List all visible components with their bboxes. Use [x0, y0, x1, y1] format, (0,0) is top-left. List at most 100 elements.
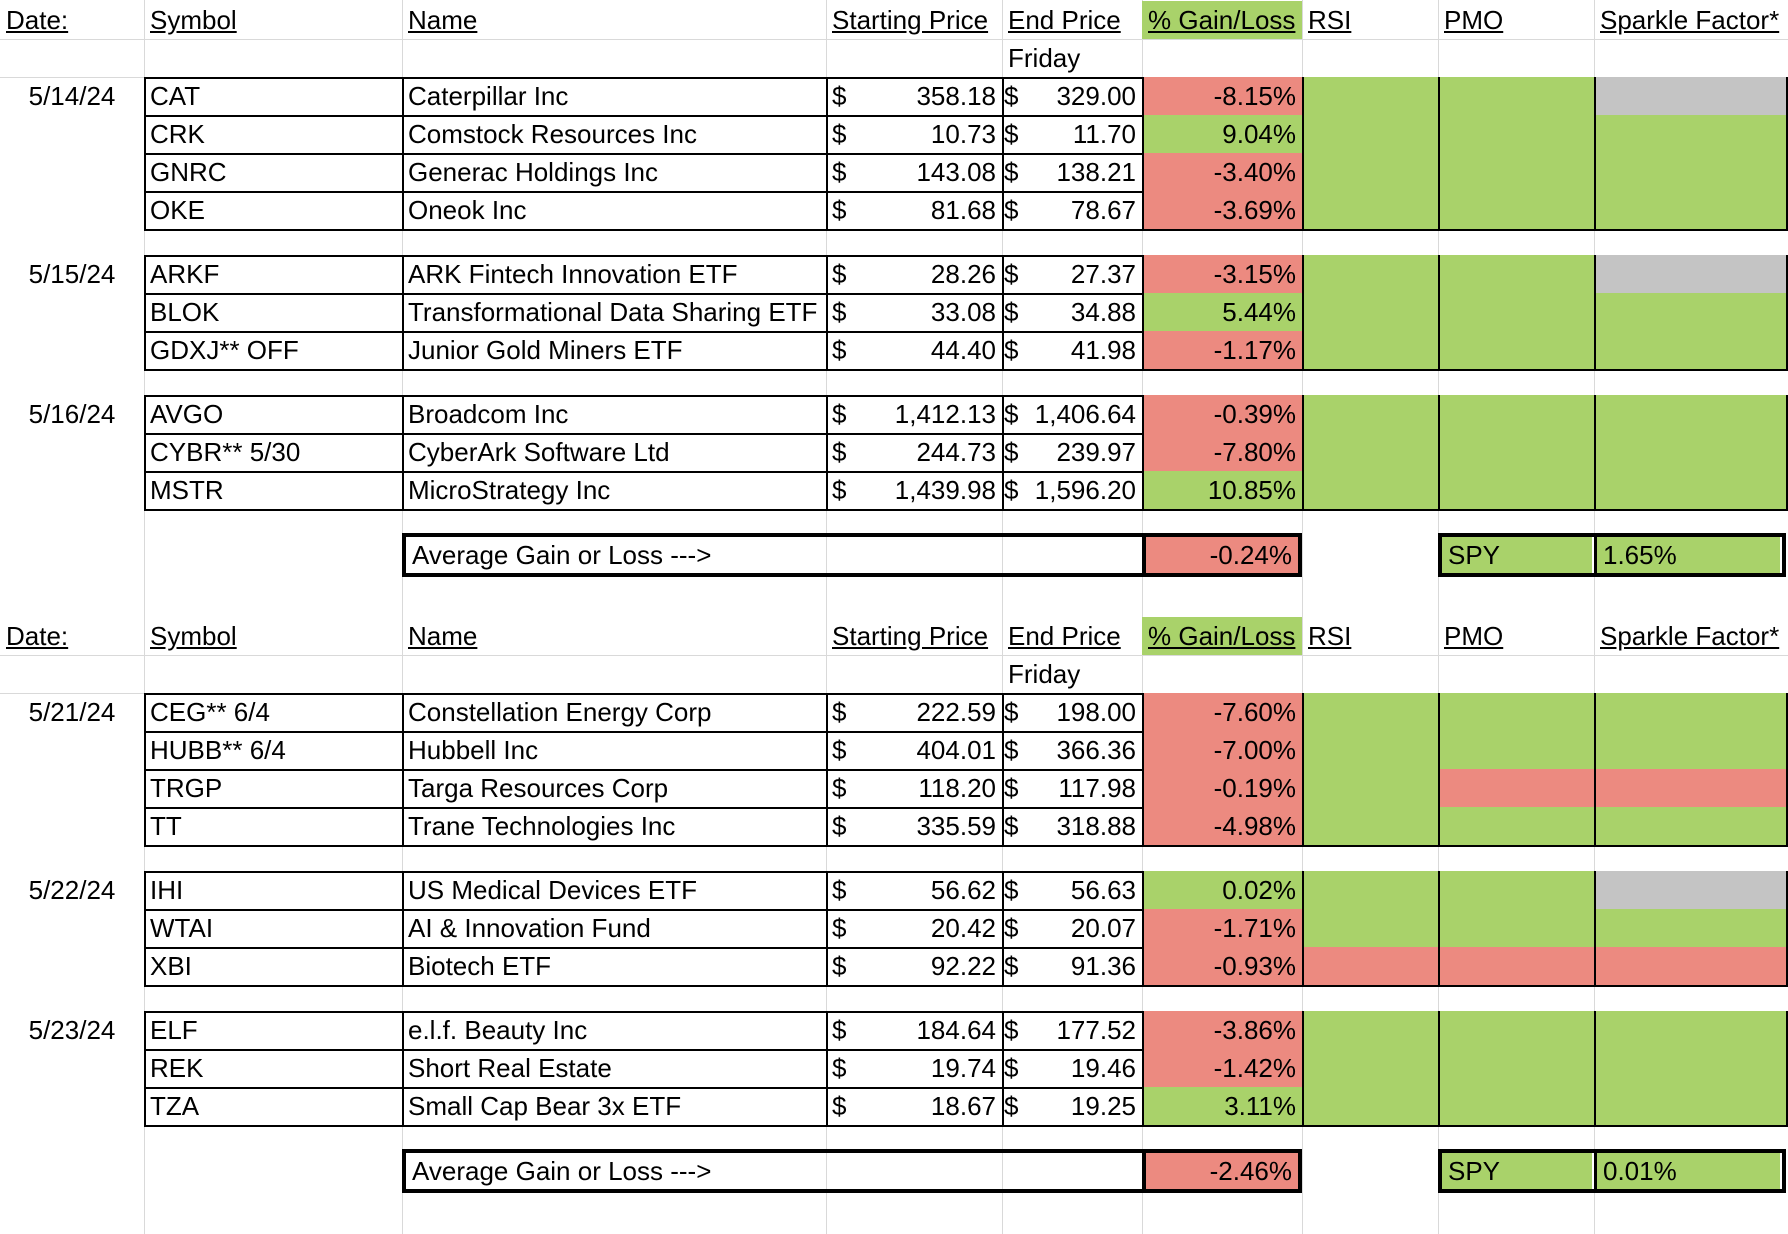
row-pmo-indicator[interactable] — [1438, 871, 1594, 909]
header-name[interactable]: Name — [408, 5, 478, 35]
average-value[interactable]: -0.24% — [1146, 537, 1298, 573]
row-pmo-indicator[interactable] — [1438, 1087, 1594, 1125]
header-date[interactable]: Date: — [6, 621, 69, 651]
row-sparkle-indicator[interactable] — [1594, 909, 1788, 947]
row-end-currency[interactable]: $ — [1004, 913, 1019, 943]
row-sparkle-indicator[interactable] — [1594, 255, 1788, 293]
row-pmo-indicator[interactable] — [1438, 693, 1594, 731]
row-name[interactable]: Targa Resources Corp — [408, 773, 669, 803]
row-end-currency[interactable]: $ — [1004, 297, 1019, 327]
row-start-price[interactable]: 10.73 — [930, 119, 996, 149]
row-pmo-indicator[interactable] — [1438, 471, 1594, 509]
spy-label[interactable]: SPY — [1442, 537, 1592, 573]
row-name[interactable]: Short Real Estate — [408, 1053, 612, 1083]
row-sparkle-indicator[interactable] — [1594, 191, 1788, 229]
row-symbol[interactable]: TT — [150, 811, 182, 841]
row-pct-change[interactable]: -1.42% — [1142, 1049, 1302, 1087]
row-sparkle-indicator[interactable] — [1594, 471, 1788, 509]
row-start-price[interactable]: 20.42 — [930, 913, 996, 943]
row-start-price[interactable]: 404.01 — [916, 735, 996, 765]
header-pct[interactable]: % Gain/Loss — [1142, 1, 1302, 39]
row-pct-change[interactable]: 10.85% — [1142, 471, 1302, 509]
row-end-currency[interactable]: $ — [1004, 195, 1019, 225]
row-start-currency[interactable]: $ — [832, 437, 847, 467]
row-rsi-indicator[interactable] — [1302, 433, 1438, 471]
subheader-friday[interactable]: Friday — [1008, 659, 1081, 689]
row-end-price[interactable]: 329.00 — [1056, 81, 1136, 111]
row-pmo-indicator[interactable] — [1438, 293, 1594, 331]
row-start-price[interactable]: 244.73 — [916, 437, 996, 467]
row-rsi-indicator[interactable] — [1302, 731, 1438, 769]
row-rsi-indicator[interactable] — [1302, 1087, 1438, 1125]
row-rsi-indicator[interactable] — [1302, 395, 1438, 433]
row-sparkle-indicator[interactable] — [1594, 433, 1788, 471]
row-start-price[interactable]: 143.08 — [916, 157, 996, 187]
header-rsi[interactable]: RSI — [1308, 5, 1352, 35]
row-end-price[interactable]: 11.70 — [1072, 119, 1136, 149]
row-end-price[interactable]: 78.67 — [1070, 195, 1136, 225]
row-symbol[interactable]: GNRC — [150, 157, 227, 187]
row-end-price[interactable]: 27.37 — [1070, 259, 1136, 289]
row-pmo-indicator[interactable] — [1438, 769, 1594, 807]
row-end-currency[interactable]: $ — [1004, 259, 1019, 289]
row-rsi-indicator[interactable] — [1302, 769, 1438, 807]
row-sparkle-indicator[interactable] — [1594, 731, 1788, 769]
row-end-price[interactable]: 366.36 — [1056, 735, 1136, 765]
row-start-price[interactable]: 184.64 — [916, 1015, 996, 1045]
row-symbol[interactable]: HUBB** 6/4 — [150, 735, 286, 765]
header-sparkle[interactable]: Sparkle Factor* — [1600, 621, 1780, 651]
header-end[interactable]: End Price — [1008, 5, 1121, 35]
row-sparkle-indicator[interactable] — [1594, 693, 1788, 731]
row-end-currency[interactable]: $ — [1004, 437, 1019, 467]
row-pmo-indicator[interactable] — [1438, 77, 1594, 115]
header-pmo[interactable]: PMO — [1444, 621, 1504, 651]
row-start-currency[interactable]: $ — [832, 811, 847, 841]
row-end-price[interactable]: 1,406.64 — [1034, 399, 1136, 429]
row-symbol[interactable]: CAT — [150, 81, 201, 111]
row-end-currency[interactable]: $ — [1004, 875, 1019, 905]
row-end-price[interactable]: 1,596.20 — [1034, 475, 1136, 505]
row-end-price[interactable]: 34.88 — [1070, 297, 1136, 327]
row-sparkle-indicator[interactable] — [1594, 153, 1788, 191]
row-pmo-indicator[interactable] — [1438, 395, 1594, 433]
row-sparkle-indicator[interactable] — [1594, 395, 1788, 433]
row-name[interactable]: Constellation Energy Corp — [408, 697, 712, 727]
row-pct-change[interactable]: -7.60% — [1142, 693, 1302, 731]
row-symbol[interactable]: MSTR — [150, 475, 224, 505]
header-pmo[interactable]: PMO — [1444, 5, 1504, 35]
row-start-currency[interactable]: $ — [832, 119, 847, 149]
row-pct-change[interactable]: -7.00% — [1142, 731, 1302, 769]
row-start-price[interactable]: 1,439.98 — [894, 475, 996, 505]
row-name[interactable]: Comstock Resources Inc — [408, 119, 697, 149]
row-start-currency[interactable]: $ — [832, 399, 847, 429]
row-end-price[interactable]: 19.46 — [1070, 1053, 1136, 1083]
row-rsi-indicator[interactable] — [1302, 77, 1438, 115]
header-symbol[interactable]: Symbol — [150, 5, 237, 35]
header-name[interactable]: Name — [408, 621, 478, 651]
row-end-price[interactable]: 20.07 — [1070, 913, 1136, 943]
row-start-currency[interactable]: $ — [832, 335, 847, 365]
row-date[interactable]: 5/14/24 — [28, 81, 116, 111]
row-end-price[interactable]: 117.98 — [1058, 773, 1136, 803]
row-sparkle-indicator[interactable] — [1594, 1087, 1788, 1125]
row-pmo-indicator[interactable] — [1438, 1011, 1594, 1049]
row-end-price[interactable]: 318.88 — [1056, 811, 1136, 841]
row-start-currency[interactable]: $ — [832, 735, 847, 765]
spy-value[interactable]: 1.65% — [1597, 537, 1780, 573]
row-sparkle-indicator[interactable] — [1594, 293, 1788, 331]
header-date[interactable]: Date: — [6, 5, 69, 35]
row-name[interactable]: Caterpillar Inc — [408, 81, 569, 111]
row-pct-change[interactable]: -1.71% — [1142, 909, 1302, 947]
row-end-currency[interactable]: $ — [1004, 157, 1019, 187]
row-start-price[interactable]: 358.18 — [916, 81, 996, 111]
row-name[interactable]: Small Cap Bear 3x ETF — [408, 1091, 682, 1121]
row-pct-change[interactable]: -4.98% — [1142, 807, 1302, 845]
spy-label[interactable]: SPY — [1442, 1153, 1592, 1189]
row-name[interactable]: Generac Holdings Inc — [408, 157, 659, 187]
average-label[interactable]: Average Gain or Loss ---> — [412, 1156, 712, 1186]
row-start-price[interactable]: 222.59 — [916, 697, 996, 727]
row-end-currency[interactable]: $ — [1004, 119, 1019, 149]
row-start-price[interactable]: 1,412.13 — [894, 399, 996, 429]
row-start-currency[interactable]: $ — [832, 773, 847, 803]
row-rsi-indicator[interactable] — [1302, 807, 1438, 845]
